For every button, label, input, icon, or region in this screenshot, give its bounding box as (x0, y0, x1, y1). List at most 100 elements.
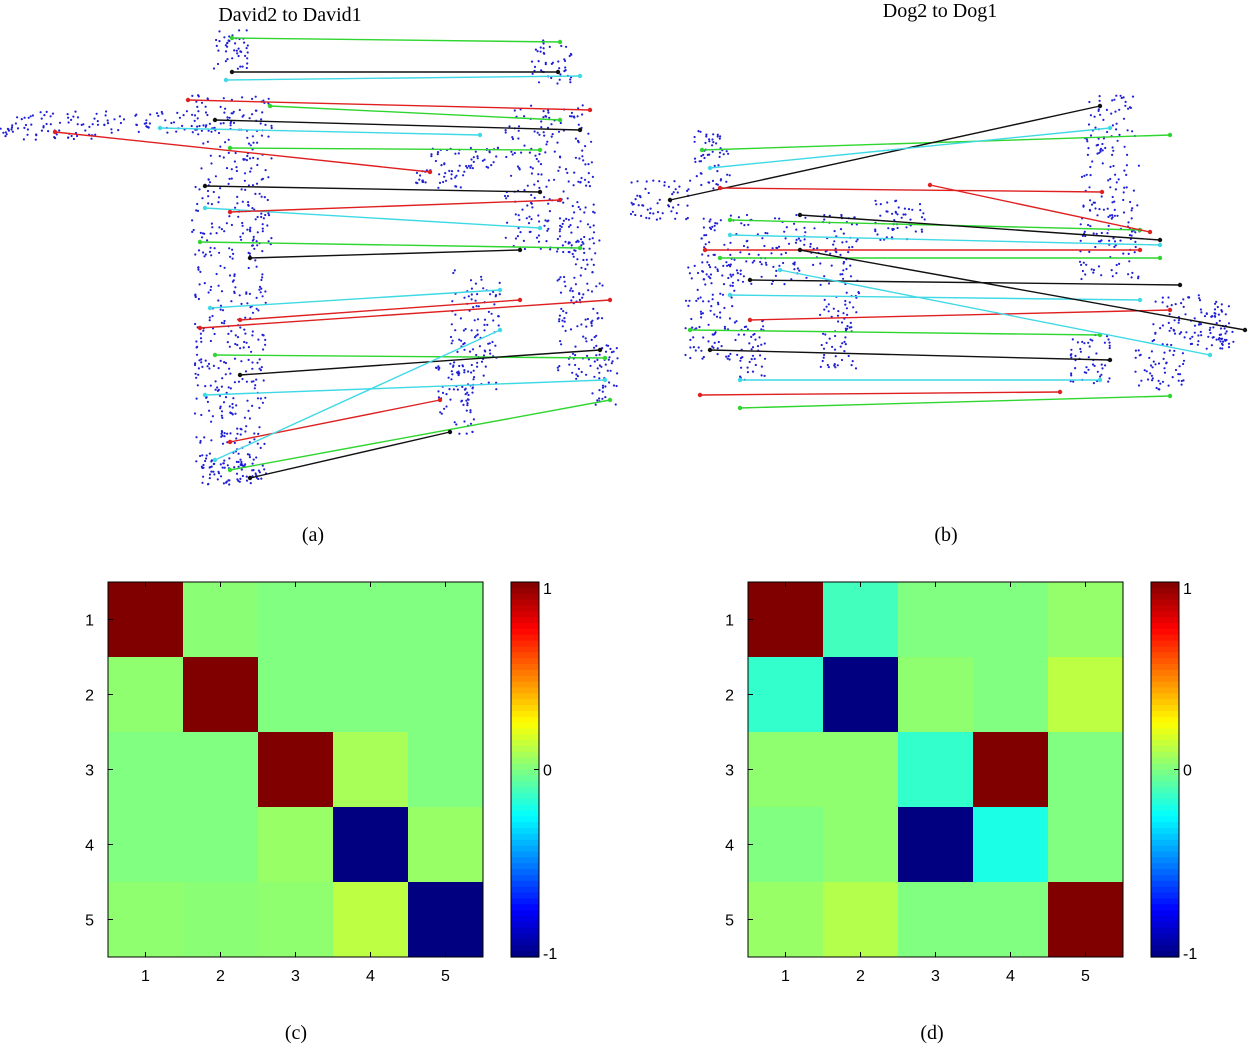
correspondence-line (729, 294, 1141, 301)
cloud-point (1087, 223, 1090, 227)
cloud-point (796, 267, 799, 270)
cloud-point (245, 159, 248, 162)
cloud-point (10, 126, 14, 129)
cloud-point (1123, 169, 1126, 172)
colorbar-segment (511, 605, 539, 612)
cloud-point (20, 118, 23, 121)
cloud-point (1167, 296, 1170, 299)
cloud-point (270, 126, 273, 130)
correspondence-line (689, 329, 1101, 336)
cloud-point (595, 334, 598, 337)
cloud-point (483, 349, 486, 352)
colorbar-segment (1151, 605, 1179, 612)
cloud-point (713, 224, 716, 227)
cloud-point (436, 151, 440, 154)
cloud-point (247, 201, 250, 204)
cloud-point (476, 361, 479, 364)
cloud-point (466, 402, 469, 405)
cloud-point (202, 329, 205, 332)
cloud-point (240, 188, 243, 191)
cloud-point (1219, 327, 1223, 330)
cloud-point (1108, 377, 1111, 380)
cloud-point (885, 236, 888, 239)
cloud-point (728, 174, 731, 177)
cloud-point (729, 284, 732, 287)
cloud-point (764, 231, 767, 235)
match-endpoint (447, 429, 453, 435)
cloud-point (1227, 346, 1231, 349)
cloud-point (1122, 252, 1125, 255)
cloud-point (451, 373, 454, 376)
cloud-point (197, 249, 201, 252)
cloud-point (547, 111, 550, 114)
cloud-point (584, 206, 587, 209)
cloud-point (194, 372, 197, 375)
colorbar-segment (1151, 792, 1179, 800)
cloud-point (713, 164, 716, 167)
cloud-point (606, 369, 609, 372)
cloud-point (700, 237, 703, 240)
cloud-point (255, 296, 258, 299)
cloud-point (226, 45, 229, 48)
correspondence-lines (52, 35, 613, 481)
cloud-point (1199, 308, 1202, 311)
correspondence-line (239, 299, 521, 321)
correspondence-line (187, 99, 591, 111)
cloud-point (70, 134, 73, 138)
cloud-point (470, 164, 473, 167)
cloud-point (1215, 300, 1218, 303)
cloud-point (842, 277, 845, 280)
cloud-point (640, 214, 643, 217)
cloud-point (708, 140, 711, 143)
cloud-point (825, 341, 828, 344)
cloud-point (839, 228, 843, 231)
colorbar-segment (1151, 810, 1179, 817)
colorbar-segment (1151, 910, 1179, 917)
cloud-point (254, 218, 257, 221)
cloud-point (1085, 263, 1088, 266)
cloud-point (571, 290, 574, 293)
cloud-point (261, 250, 264, 253)
cloud-point (892, 228, 895, 231)
match-endpoint (557, 197, 563, 203)
cloud-point (557, 169, 560, 172)
cloud-point (537, 234, 541, 237)
cloud-point (424, 181, 427, 184)
cloud-point (473, 336, 476, 339)
cloud-point (207, 202, 210, 205)
cloud-point (1076, 341, 1079, 344)
correspondence-line (709, 349, 1111, 361)
cloud-point (236, 343, 239, 347)
cloud-point (255, 307, 258, 310)
cloud-point (228, 177, 231, 180)
cloud-point (757, 253, 760, 256)
cloud-point (210, 285, 213, 288)
cloud-point (1113, 208, 1116, 211)
cloud-point (656, 211, 660, 214)
colorbar-segment (1151, 898, 1179, 905)
cloud-point (731, 284, 734, 287)
cloud-point (1143, 369, 1146, 372)
cloud-point (93, 117, 96, 120)
cloud-point (241, 65, 244, 68)
cloud-point (689, 338, 692, 341)
cloud-point (1079, 347, 1082, 351)
cloud-point (223, 111, 226, 114)
cloud-point (694, 160, 697, 163)
cloud-point (542, 116, 545, 119)
cloud-point (234, 286, 237, 289)
cloud-point (1095, 352, 1098, 355)
colorbar-segment (1151, 593, 1179, 601)
cloud-point (246, 302, 249, 305)
cloud-point (492, 161, 495, 164)
cloud-point (1212, 336, 1215, 339)
cloud-point (771, 247, 774, 250)
cloud-point (1198, 299, 1202, 302)
cloud-point (763, 244, 766, 248)
cloud-point (504, 131, 507, 134)
cloud-point (832, 243, 835, 246)
cloud-point (557, 369, 560, 372)
cloud-point (232, 110, 235, 113)
cloud-point (210, 162, 213, 165)
cloud-point (219, 405, 222, 408)
